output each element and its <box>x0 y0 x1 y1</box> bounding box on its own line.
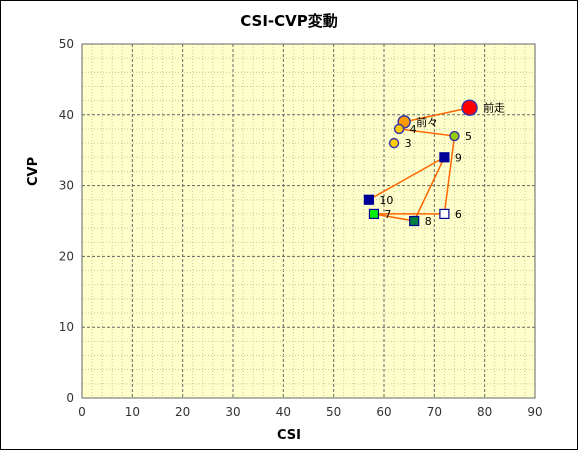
data-point <box>393 123 405 135</box>
plot-border <box>81 43 536 399</box>
x-tick-label: 0 <box>78 405 86 419</box>
data-point-label: 前々 <box>416 115 438 129</box>
data-point <box>368 208 380 220</box>
data-point-label: 10 <box>379 194 393 207</box>
data-point-label: 6 <box>455 208 462 221</box>
data-point-label: 前走 <box>483 101 505 115</box>
data-point <box>461 99 478 116</box>
data-point <box>439 152 450 163</box>
x-tick-label: 70 <box>427 405 442 419</box>
data-point-label: 9 <box>455 151 462 164</box>
x-axis-label: CSI <box>277 428 301 443</box>
y-tick-label: 10 <box>59 320 74 334</box>
y-tick-label: 20 <box>59 249 74 263</box>
y-tick-label: 30 <box>59 179 74 193</box>
y-tick-label: 50 <box>59 37 74 51</box>
chart-title: CSI-CVP変動 <box>240 12 338 30</box>
data-point-label: 3 <box>405 137 412 150</box>
x-tick-label: 10 <box>125 405 140 419</box>
x-tick-label: 80 <box>477 405 492 419</box>
data-point-label: 4 <box>410 123 417 136</box>
data-point <box>409 215 420 227</box>
y-tick-label: 0 <box>66 391 74 405</box>
x-tick-label: 20 <box>175 405 190 419</box>
data-point <box>439 208 450 220</box>
data-point-label: 8 <box>425 215 432 228</box>
data-point <box>363 194 374 205</box>
plot-area <box>82 44 535 398</box>
y-tick-label: 40 <box>59 108 74 122</box>
x-tick-label: 90 <box>527 405 542 419</box>
x-tick-label: 50 <box>326 405 341 419</box>
data-point-label: 5 <box>465 130 472 143</box>
data-point <box>388 137 400 149</box>
x-tick-label: 60 <box>376 405 391 419</box>
x-tick-label: 30 <box>225 405 240 419</box>
x-tick-label: 40 <box>276 405 291 419</box>
data-point-label: 7 <box>384 208 391 221</box>
data-point <box>449 130 460 142</box>
